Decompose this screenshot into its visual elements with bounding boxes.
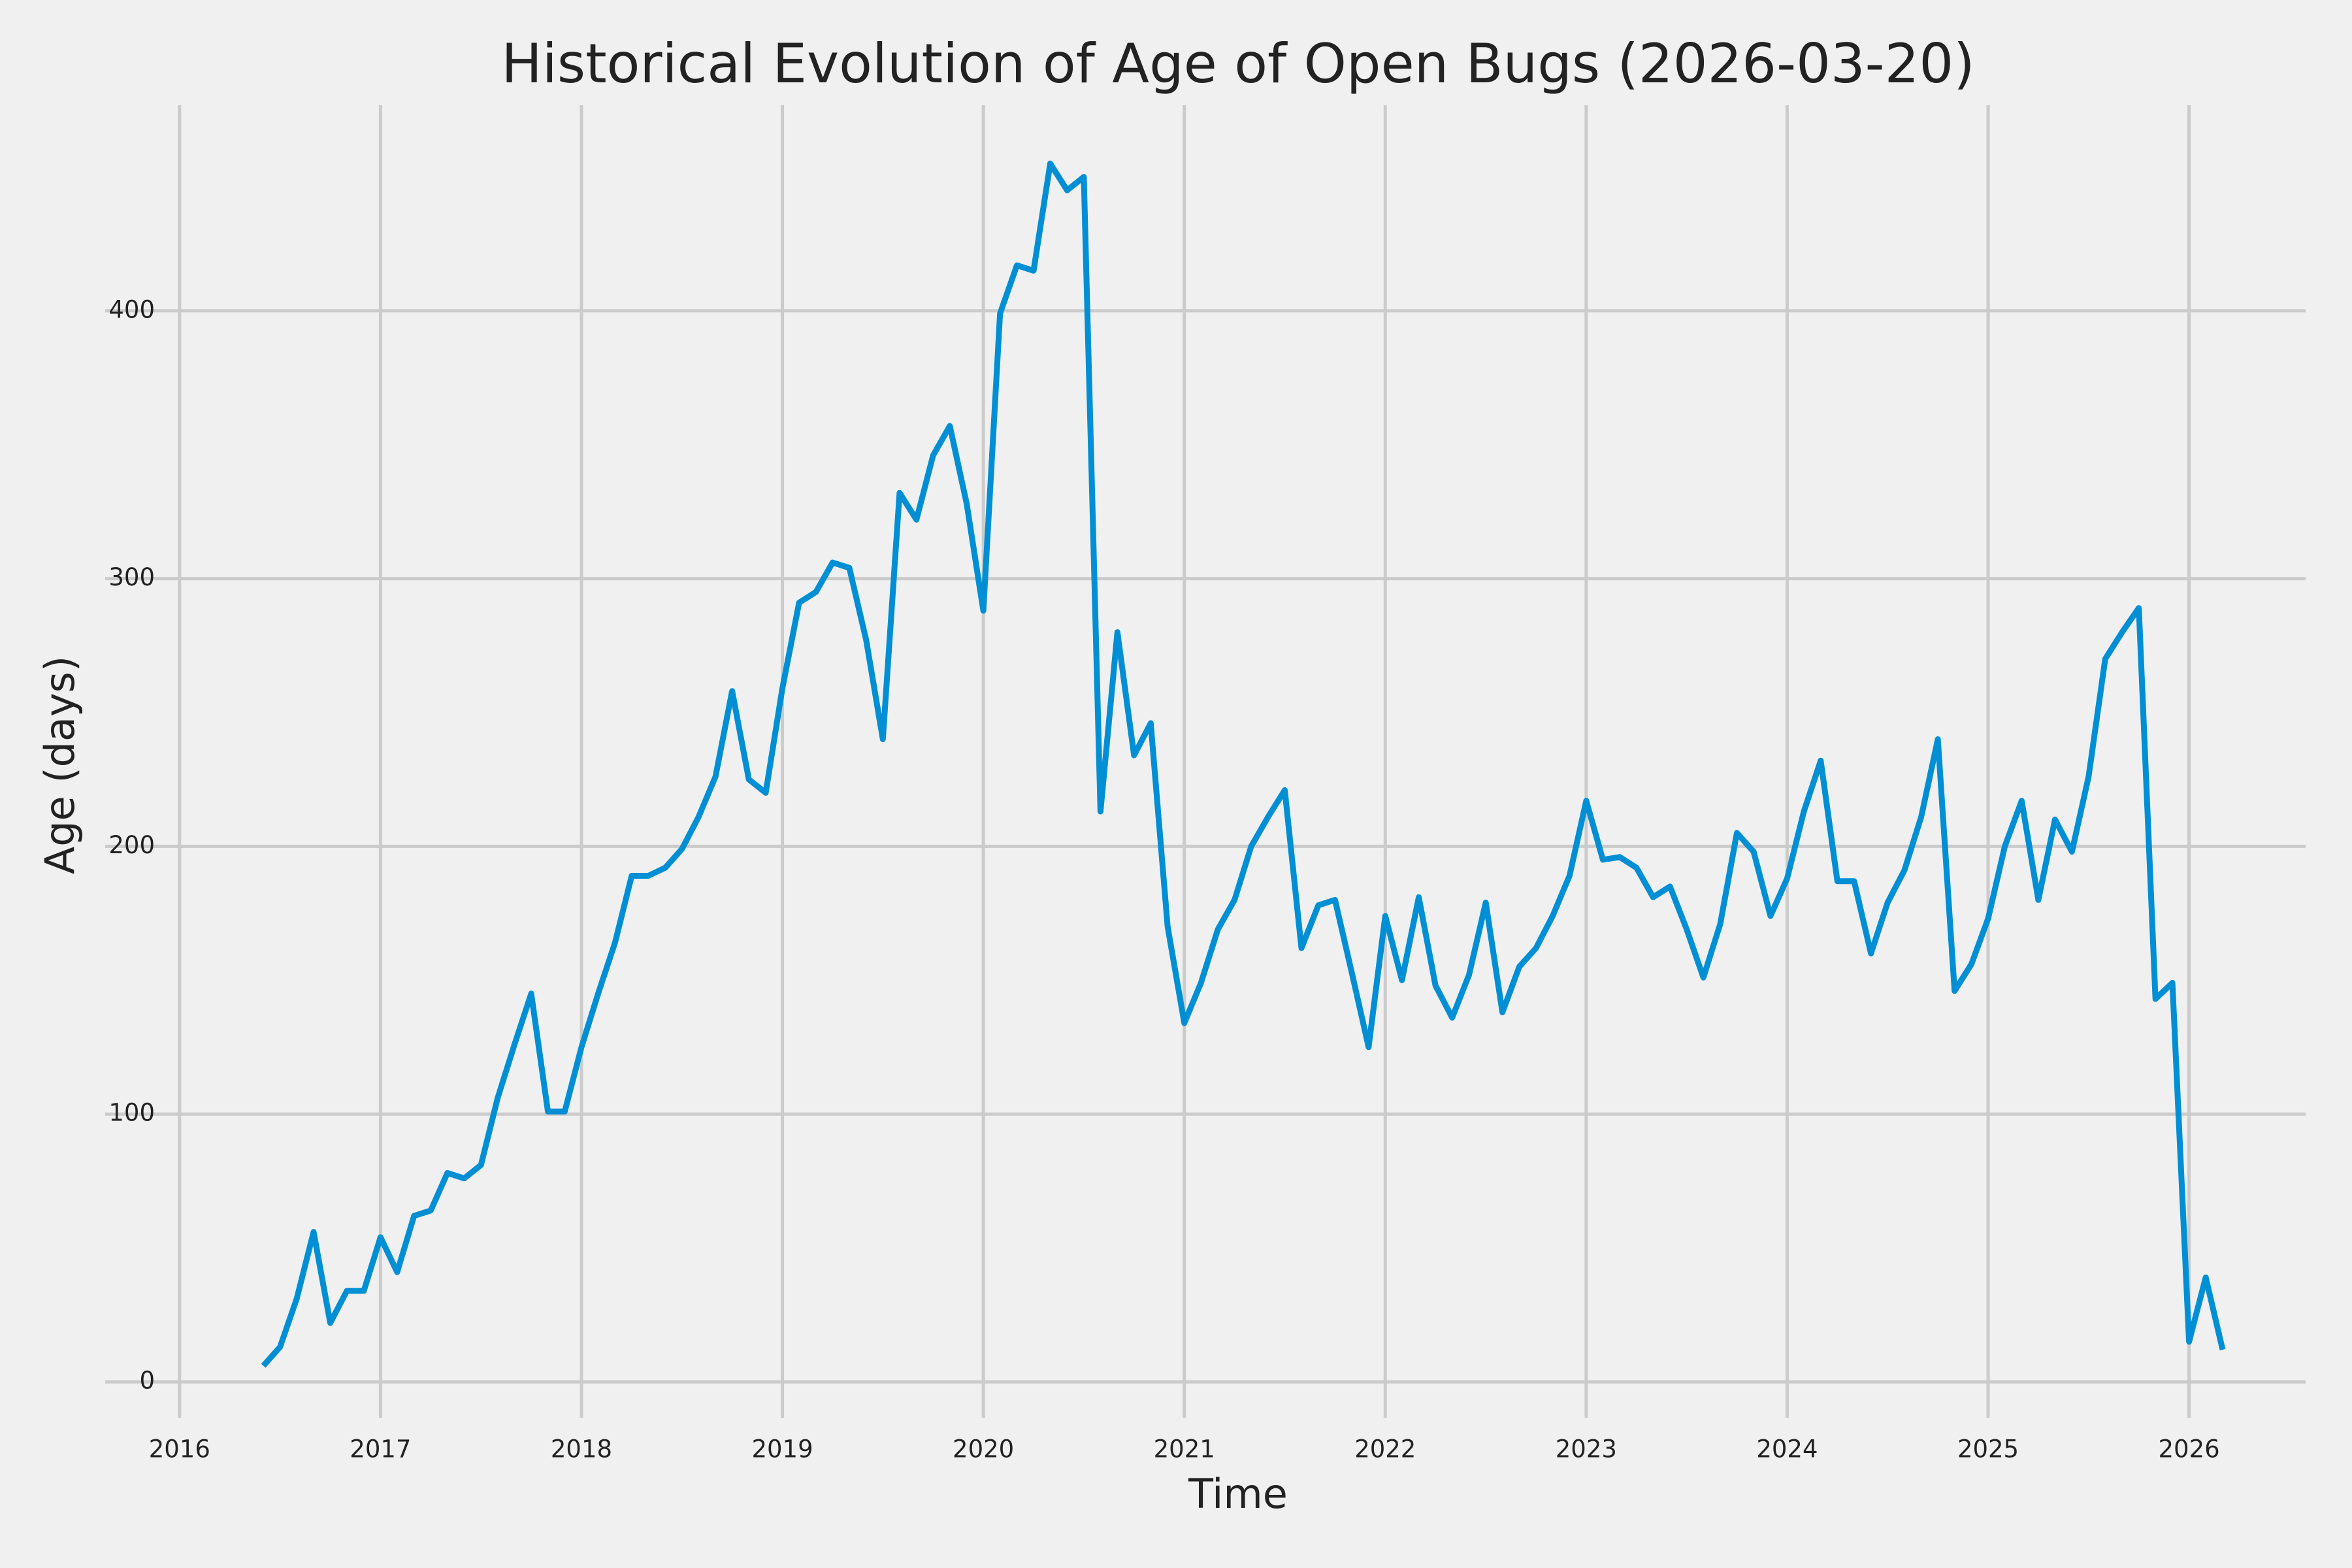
y-tick-label: 300 (108, 563, 155, 591)
y-tick-label: 0 (139, 1367, 155, 1395)
x-tick-label: 2022 (1354, 1435, 1416, 1463)
y-tick-label: 200 (108, 831, 155, 859)
y-tick-label: 100 (108, 1099, 155, 1127)
x-tick-label: 2025 (1957, 1435, 2019, 1463)
x-tick-label: 2020 (953, 1435, 1014, 1463)
x-tick-label: 2021 (1154, 1435, 1215, 1463)
x-tick-label: 2016 (149, 1435, 210, 1463)
x-tick-label: 2018 (551, 1435, 612, 1463)
data-line (261, 160, 2226, 1368)
x-tick-label: 2019 (751, 1435, 813, 1463)
x-tick-label: 2026 (2159, 1435, 2220, 1463)
x-axis-label: Time (1188, 1470, 1288, 1518)
y-axis-label: Age (days) (36, 656, 84, 874)
x-tick-label: 2017 (350, 1435, 411, 1463)
chart-title: Historical Evolution of Age of Open Bugs… (501, 32, 1974, 95)
x-tick-label: 2024 (1756, 1435, 1818, 1463)
x-tick-label: 2023 (1556, 1435, 1617, 1463)
y-tick-label: 400 (108, 295, 155, 323)
